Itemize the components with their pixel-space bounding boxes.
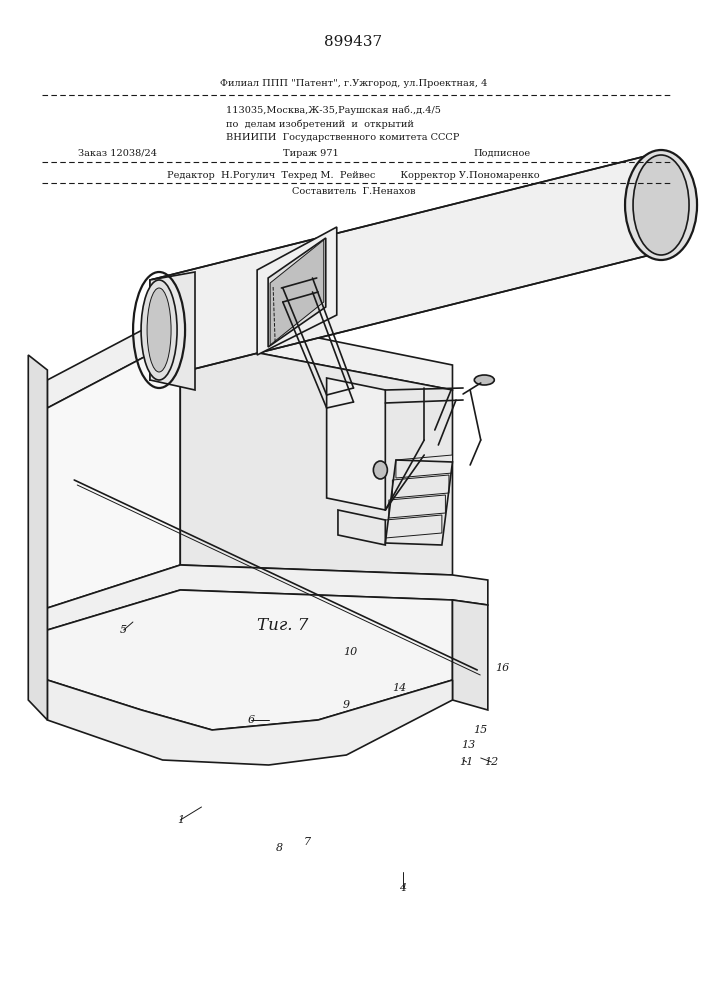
Polygon shape	[150, 272, 195, 390]
Text: 13: 13	[462, 740, 476, 750]
Text: 113035,Москва,Ж-35,Раушская наб.,д.4/5: 113035,Москва,Ж-35,Раушская наб.,д.4/5	[226, 105, 441, 115]
Text: 6: 6	[247, 715, 255, 725]
Text: 9: 9	[343, 700, 350, 710]
Text: 1: 1	[177, 815, 184, 825]
Text: 8: 8	[276, 843, 283, 853]
Polygon shape	[47, 590, 452, 730]
Text: ВНИИПИ  Государственного комитета СССР: ВНИИПИ Государственного комитета СССР	[226, 133, 460, 142]
Ellipse shape	[474, 375, 494, 385]
Text: Составитель  Г.Ненахов: Составитель Г.Ненахов	[292, 188, 415, 196]
Polygon shape	[270, 240, 324, 345]
Polygon shape	[338, 510, 385, 545]
Ellipse shape	[147, 288, 171, 372]
Polygon shape	[47, 338, 180, 608]
Text: Редактор  Н.Рогулич  Техред М.  Рейвес        Корректор У.Пономаренко: Редактор Н.Рогулич Техред М. Рейвес Корр…	[167, 171, 540, 180]
Polygon shape	[268, 238, 326, 347]
Polygon shape	[47, 310, 452, 408]
Text: 5: 5	[120, 625, 127, 635]
Polygon shape	[180, 338, 452, 575]
Polygon shape	[47, 680, 452, 765]
Text: по  делам изобретений  и  открытий: по делам изобретений и открытий	[226, 119, 414, 129]
Text: 16: 16	[495, 663, 509, 673]
Polygon shape	[452, 600, 488, 710]
Text: 14: 14	[392, 683, 407, 693]
Text: Заказ 12038/24: Заказ 12038/24	[78, 148, 157, 157]
Text: Τиг. 7: Τиг. 7	[257, 616, 308, 634]
Text: 10: 10	[343, 647, 357, 657]
Polygon shape	[396, 455, 452, 478]
Polygon shape	[392, 475, 449, 498]
Text: Филиал ППП "Патент", г.Ужгород, ул.Проектная, 4: Филиал ППП "Патент", г.Ужгород, ул.Проек…	[220, 79, 487, 88]
Polygon shape	[389, 495, 445, 518]
Text: 15: 15	[474, 725, 488, 735]
Text: 12: 12	[484, 757, 498, 767]
Text: 11: 11	[460, 757, 474, 767]
Ellipse shape	[373, 461, 387, 479]
Ellipse shape	[633, 155, 689, 255]
Ellipse shape	[625, 150, 697, 260]
Text: 4: 4	[399, 883, 407, 893]
Text: Тираж 971: Тираж 971	[283, 148, 339, 157]
Polygon shape	[150, 155, 650, 380]
Text: Подписное: Подписное	[474, 148, 531, 157]
Polygon shape	[28, 355, 47, 720]
Polygon shape	[385, 515, 442, 538]
Polygon shape	[47, 565, 488, 630]
Polygon shape	[257, 227, 337, 355]
Polygon shape	[327, 378, 385, 510]
Text: 899437: 899437	[325, 35, 382, 49]
Text: 7: 7	[304, 837, 311, 847]
Ellipse shape	[141, 280, 177, 380]
